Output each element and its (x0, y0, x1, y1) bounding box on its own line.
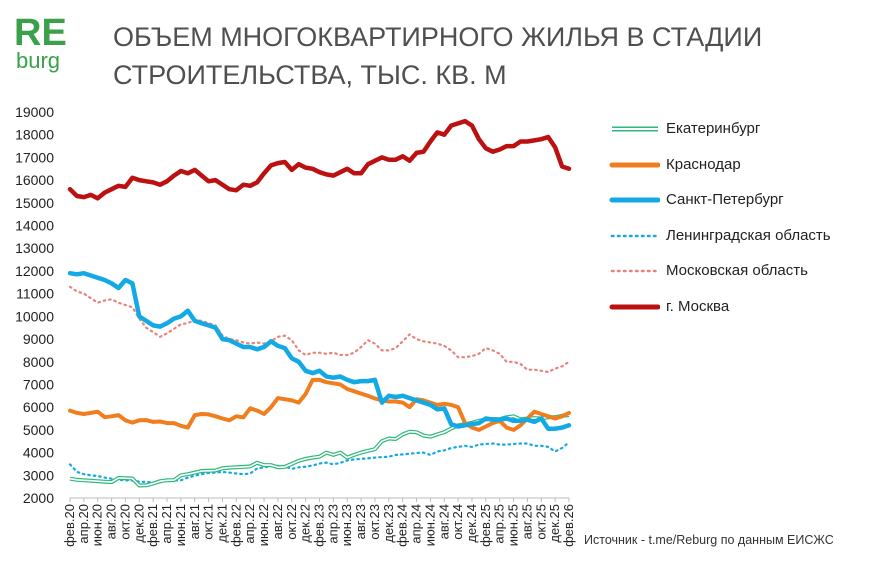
series-line-3 (68, 441, 571, 484)
series-line-outer (69, 413, 570, 488)
x-tick-label: апр.24 (409, 504, 424, 544)
x-tick-label: апр.20 (76, 504, 91, 544)
y-tick-label: 9000 (23, 331, 54, 347)
series-line-4 (68, 285, 571, 374)
x-tick-label: апр.25 (492, 504, 507, 544)
x-tick-label: дек.20 (131, 504, 146, 543)
series-line-0 (69, 413, 570, 488)
x-tick-label: авг.22 (270, 504, 285, 539)
x-tick-label: июн.23 (339, 504, 354, 546)
x-tick-label: дек.22 (298, 504, 313, 543)
x-tick-label: авг.23 (353, 504, 368, 539)
y-tick-label: 18000 (15, 127, 54, 143)
y-tick-label: 2000 (23, 490, 54, 506)
x-tick-label: дек.23 (381, 504, 396, 543)
reburg-logo: RE burg (14, 12, 74, 73)
logo-re: RE (14, 12, 67, 54)
logo-burg: burg (16, 48, 61, 73)
x-tick-label: авг.20 (104, 504, 119, 539)
y-tick-label: 12000 (15, 263, 54, 279)
x-tick-label: июн.25 (506, 504, 521, 546)
series-line-path (67, 270, 572, 431)
y-tick-label: 5000 (23, 422, 54, 438)
x-tick-label: авг.21 (187, 504, 202, 539)
legend-label: г. Москва (666, 297, 730, 315)
legend-swatch (610, 269, 660, 273)
legend-swatch (609, 197, 660, 203)
legend-label: Санкт-Петербург (666, 191, 784, 208)
x-tick-label: фев.23 (312, 504, 327, 547)
x-tick-label: фев.22 (228, 504, 243, 547)
x-tick-label: фев.24 (395, 504, 410, 547)
x-tick-label: дек.24 (464, 504, 479, 543)
y-tick-label: 16000 (15, 172, 54, 188)
x-tick-label: фев.21 (145, 504, 160, 547)
y-tick-label: 6000 (23, 399, 54, 415)
x-tick-label: окт.21 (201, 504, 216, 540)
x-tick-label: окт.22 (284, 504, 299, 540)
y-tick-label: 7000 (23, 376, 54, 392)
y-tick-label: 3000 (23, 467, 54, 483)
legend-swatch (609, 162, 660, 167)
x-tick-label: авг.24 (436, 504, 451, 539)
legend-swatch (610, 234, 660, 237)
x-tick-label: фев.20 (62, 504, 77, 547)
series-line-1 (68, 377, 571, 432)
x-tick-label: фев.26 (561, 504, 576, 547)
y-tick-label: 4000 (23, 445, 54, 461)
chart-title: ОБЪЕМ МНОГОКВАРТИРНОГО ЖИЛЬЯ В СТАДИИ СТ… (113, 18, 773, 94)
series-line-2 (67, 270, 572, 431)
x-tick-label: фев.25 (478, 504, 493, 547)
y-tick-label: 19000 (15, 104, 54, 120)
x-tick-label: июн.22 (256, 504, 271, 546)
chart-title-line-2: СТРОИТЕЛЬСТВА, ТЫС. КВ. М (113, 60, 507, 90)
x-tick-label: окт.24 (450, 504, 465, 540)
x-tick-label: апр.22 (242, 504, 257, 544)
x-tick-label: июн.21 (173, 504, 188, 546)
x-tick-label: дек.25 (547, 504, 562, 543)
legend-swatch (612, 126, 658, 132)
x-tick-label: апр.21 (159, 504, 174, 544)
series-line-path (68, 377, 571, 432)
y-tick-label: 11000 (16, 286, 54, 302)
y-tick-label: 14000 (15, 218, 54, 234)
series-line-dotted (68, 285, 571, 374)
y-tick-label: 17000 (15, 149, 54, 165)
series-line-dotted (68, 441, 571, 484)
y-tick-label: 15000 (15, 195, 54, 211)
x-tick-label: окт.25 (533, 504, 548, 540)
series-line-path (67, 118, 572, 201)
source-note: Источник - t.me/Reburg по данным ЕИСЖС (584, 533, 834, 547)
x-tick-label: авг.25 (519, 504, 534, 539)
legend-label: Московская область (666, 262, 808, 279)
legend-label: Краснодар (666, 155, 741, 173)
x-tick-label: окт.23 (367, 504, 382, 540)
legend-swatch (609, 304, 660, 309)
x-tick-label: апр.23 (325, 504, 340, 544)
x-tick-label: дек.21 (214, 504, 229, 543)
x-tick-label: июн.20 (90, 504, 105, 546)
legend-label: Ленинградская область (666, 226, 831, 244)
y-tick-label: 10000 (15, 308, 54, 324)
y-tick-label: 8000 (23, 354, 54, 370)
y-tick-label: 13000 (15, 240, 54, 256)
legend-label: Екатеринбург (666, 120, 761, 137)
series-line-inner (69, 414, 570, 487)
chart-title-line-1: ОБЪЕМ МНОГОКВАРТИРНОГО ЖИЛЬЯ В СТАДИИ (113, 22, 763, 52)
x-tick-label: июн.24 (422, 504, 437, 546)
series-line-5 (67, 118, 572, 201)
x-tick-label: окт.20 (117, 504, 132, 540)
